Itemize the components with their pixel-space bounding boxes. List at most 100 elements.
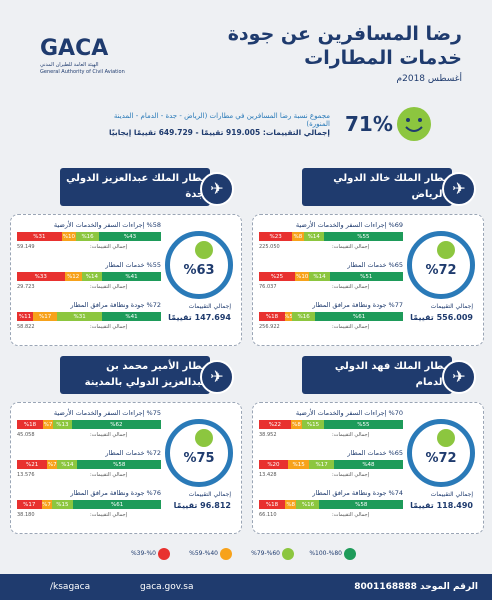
bar-segment: %18 [259, 500, 285, 509]
legend-face [282, 548, 294, 560]
segment-label: %16 [301, 501, 315, 508]
segment-label: %15 [292, 461, 305, 468]
segment-label: %15 [306, 421, 320, 428]
gauge-face [195, 241, 213, 259]
airport-name: مطار الملك خالد الدولي بالرياض [333, 173, 450, 200]
bar-segment: %8 [292, 232, 304, 241]
footer-site[interactable]: gaca.gov.sa [140, 582, 194, 592]
total: 118.490 تقييمًا [410, 501, 473, 510]
total-label: إجمالي التقييمات [430, 491, 473, 498]
service-label: %65 خدمات المطار [347, 449, 403, 457]
bar-segment: %8 [290, 420, 303, 429]
bar-segment: %61 [315, 312, 403, 321]
service-bar: %41 %31 %17 %11 [17, 312, 161, 321]
bar-segment: %13 [53, 420, 72, 429]
airport-card: %72 إجمالي التقييمات 556.009 تقييمًا %69 إج… [252, 214, 484, 346]
segment-label: %12 [67, 273, 80, 280]
service-bar: %58 %14 %7 %21 [17, 460, 161, 469]
service-bar: %61 %15 %7 %17 [17, 500, 161, 509]
overall: %63 [183, 263, 215, 278]
total-label: إجمالي التقييمات [188, 303, 231, 310]
segment-label: %23 [269, 233, 282, 240]
gauge-face [437, 241, 455, 259]
logo-ar: الهيئة العامة للطيران المدني [40, 62, 99, 68]
segment-label: %43 [123, 233, 137, 240]
bar-segment: %41 [101, 312, 161, 321]
date: أغسطس 2018م [396, 74, 462, 84]
bar-segment: %5 [284, 312, 293, 321]
segment-label: %55 [357, 421, 370, 428]
footer-bar [0, 574, 492, 600]
segment-label: %55 [357, 233, 370, 240]
count-label: إجمالي التقييمات: [332, 432, 369, 438]
segment-label: %8 [293, 233, 303, 240]
logo: GACA [40, 36, 109, 61]
service-bar: %51 %14 %10 %25 [259, 272, 403, 281]
segment-label: %14 [61, 461, 74, 468]
service-label: %75 إجراءات السفر والخدمات الأرضية [53, 409, 161, 417]
legend-label: %79-%60 [251, 550, 280, 557]
overall: %75 [183, 451, 215, 466]
count-label: إجمالي التقييمات: [332, 284, 369, 290]
bar-segment: %10 [295, 272, 310, 281]
bar-segment: %25 [259, 272, 296, 281]
summary-ratings: إجمالي التقييمات: 919.005 تقييمًا - 649.… [109, 128, 330, 137]
bar-segment: %21 [17, 460, 48, 469]
segment-label: %17 [23, 501, 36, 508]
bar-segment: %16 [76, 232, 100, 241]
count: 13.576 [17, 472, 35, 478]
gauge-face [195, 429, 213, 447]
bar-segment: %14 [303, 232, 324, 241]
logo-en: General Authority of Civil Aviation [40, 69, 125, 75]
service-label: %58 إجراءات السفر والخدمات الأرضية [53, 221, 161, 229]
smiley [397, 107, 431, 141]
segment-label: %7 [47, 461, 57, 468]
service-label: %69 إجراءات السفر والخدمات الأرضية [295, 221, 403, 229]
service-label: %55 خدمات المطار [105, 261, 161, 269]
bar-segment: %17 [17, 500, 42, 509]
bar-segment: %14 [81, 272, 102, 281]
segment-label: %17 [38, 313, 52, 320]
bar-segment: %11 [17, 312, 33, 321]
plane-icon: ✈ [200, 172, 234, 206]
segment-label: %18 [23, 421, 37, 428]
service-label: %65 خدمات المطار [347, 261, 403, 269]
segment-label: %33 [34, 273, 47, 280]
segment-label: %31 [33, 233, 46, 240]
service-label: %70 إجراءات السفر والخدمات الأرضية [295, 409, 403, 417]
plane-icon: ✈ [200, 360, 234, 394]
service-label: %72 جودة ونظافة مرافق المطار [70, 301, 161, 309]
airport-banner [60, 356, 210, 394]
segment-label: %31 [73, 313, 86, 320]
segment-label: %58 [355, 501, 368, 508]
segment-label: %8 [286, 501, 296, 508]
bar-segment: %14 [57, 460, 78, 469]
summary-percent: 71% [345, 112, 393, 136]
segment-label: %8 [292, 421, 301, 428]
airport-name: مطار الأمير محمد بن عبدالعزيز الدولي بال… [84, 361, 208, 388]
airport-card: %63 إجمالي التقييمات 147.694 تقييمًا %58 إج… [10, 214, 242, 346]
bar-segment: %23 [259, 232, 293, 241]
bar-segment: %12 [64, 272, 82, 281]
service-bar: %43 %16 %10 %31 [17, 232, 161, 241]
bar-segment: %55 [323, 420, 403, 429]
count: 45.058 [17, 432, 35, 438]
service-label: %76 جودة ونظافة مرافق المطار [70, 489, 161, 497]
count-label: إجمالي التقييمات: [90, 432, 127, 438]
segment-label: %14 [85, 273, 98, 280]
segment-label: %22 [268, 421, 281, 428]
service-bar: %55 %14 %8 %23 [259, 232, 403, 241]
bar-segment: %17 [32, 312, 58, 321]
bar-segment: %31 [17, 232, 62, 241]
legend-label: %59-%40 [189, 550, 218, 557]
segment-label: %15 [56, 501, 69, 508]
bar-segment: %31 [57, 312, 102, 321]
bar-segment: %43 [99, 232, 161, 241]
bar-segment: %10 [61, 232, 77, 241]
bar-segment: %58 [319, 500, 403, 509]
footer-handle[interactable]: /ksagaca [50, 582, 91, 592]
legend-label: %100-%80 [309, 550, 342, 557]
segment-label: %20 [267, 461, 280, 468]
airport-card: %75 إجمالي التقييمات 96.812 تقييمًا %75 إجر… [10, 402, 242, 534]
